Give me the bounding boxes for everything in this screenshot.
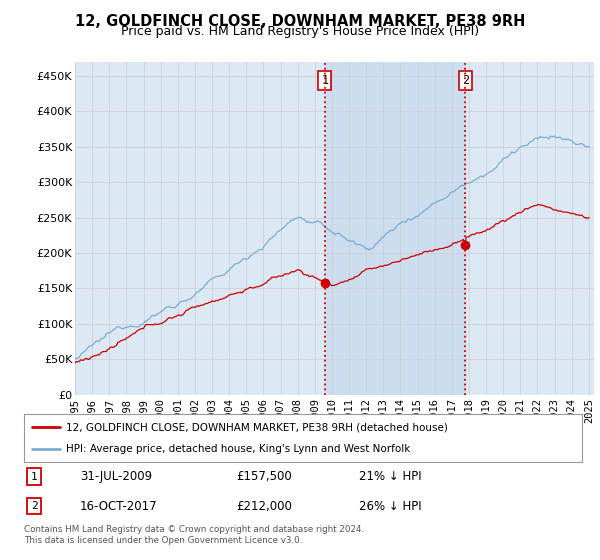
Text: 2: 2 bbox=[31, 501, 37, 511]
Text: 21% ↓ HPI: 21% ↓ HPI bbox=[359, 470, 421, 483]
Text: £212,000: £212,000 bbox=[236, 500, 292, 512]
Text: 2: 2 bbox=[462, 74, 469, 87]
Text: £157,500: £157,500 bbox=[236, 470, 292, 483]
Bar bbox=[325, 62, 466, 395]
Text: 26% ↓ HPI: 26% ↓ HPI bbox=[359, 500, 421, 512]
Text: 31-JUL-2009: 31-JUL-2009 bbox=[80, 470, 152, 483]
Text: Price paid vs. HM Land Registry's House Price Index (HPI): Price paid vs. HM Land Registry's House … bbox=[121, 25, 479, 38]
Text: 16-OCT-2017: 16-OCT-2017 bbox=[80, 500, 157, 512]
Text: 12, GOLDFINCH CLOSE, DOWNHAM MARKET, PE38 9RH (detached house): 12, GOLDFINCH CLOSE, DOWNHAM MARKET, PE3… bbox=[66, 422, 448, 432]
Text: 12, GOLDFINCH CLOSE, DOWNHAM MARKET, PE38 9RH: 12, GOLDFINCH CLOSE, DOWNHAM MARKET, PE3… bbox=[75, 14, 525, 29]
Text: 1: 1 bbox=[321, 74, 328, 87]
Text: Contains HM Land Registry data © Crown copyright and database right 2024.
This d: Contains HM Land Registry data © Crown c… bbox=[24, 525, 364, 545]
Text: 1: 1 bbox=[31, 472, 37, 482]
Text: HPI: Average price, detached house, King's Lynn and West Norfolk: HPI: Average price, detached house, King… bbox=[66, 444, 410, 454]
